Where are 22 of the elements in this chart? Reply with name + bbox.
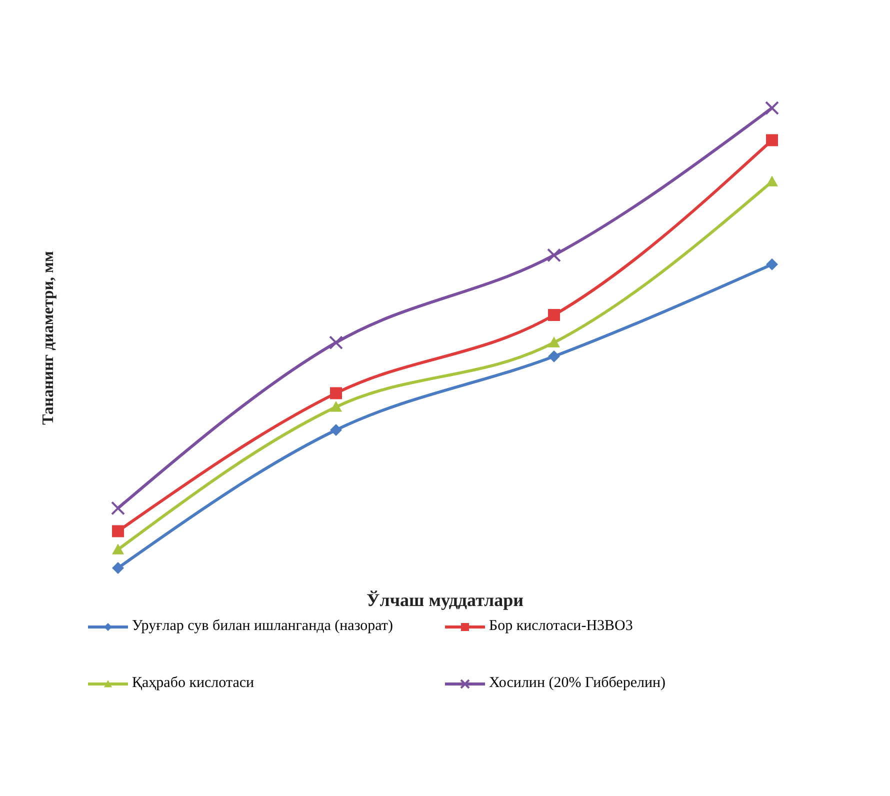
point xyxy=(112,562,124,574)
point xyxy=(330,401,342,412)
point xyxy=(766,176,778,186)
point xyxy=(112,544,124,554)
point xyxy=(547,248,561,262)
point xyxy=(329,336,343,350)
point xyxy=(330,387,342,400)
x-axis-title: Ўлчаш муддатлари xyxy=(366,590,524,610)
legend-label: Уруғлар сув билан ишланганда (назорат) xyxy=(132,618,393,635)
legend-label: Қаҳрабо кислотаси xyxy=(132,675,254,692)
point xyxy=(766,134,778,146)
legend-label: Хосилин (20% Гибберелин) xyxy=(489,675,666,692)
point xyxy=(766,258,778,270)
point xyxy=(548,309,560,321)
point xyxy=(548,350,560,362)
point xyxy=(330,424,342,436)
point xyxy=(548,336,560,348)
legend-label: Бор кислотаси-Н3ВО3 xyxy=(489,618,633,635)
y-axis-title: Тананинг диаметри, мм xyxy=(40,251,57,425)
point xyxy=(112,525,124,538)
point xyxy=(765,101,779,115)
point xyxy=(111,501,125,516)
